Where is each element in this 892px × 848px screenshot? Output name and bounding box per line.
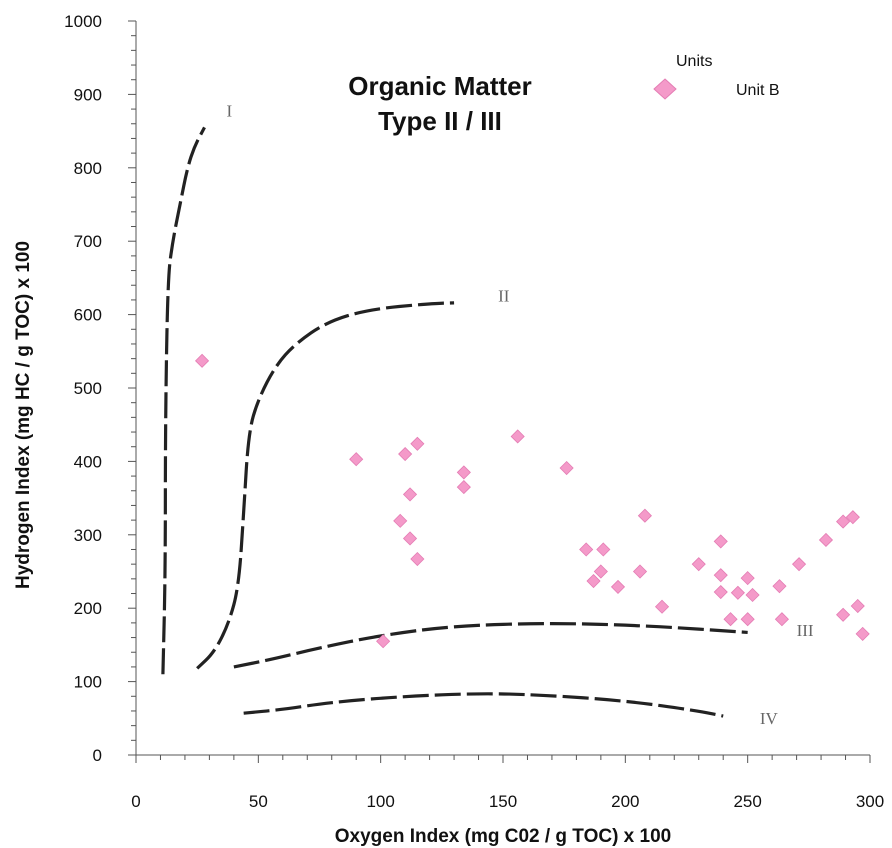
y-tick-label: 400	[74, 452, 102, 471]
data-point	[510, 429, 525, 444]
data-point	[596, 542, 611, 557]
data-point	[194, 353, 210, 368]
y-tick-label: 900	[74, 85, 102, 104]
y-tick-label: 0	[93, 746, 102, 765]
y-tick-label: 600	[74, 306, 102, 325]
data-point	[836, 514, 851, 529]
chart-title-line-2: Type II / III	[378, 106, 502, 136]
y-tick-label: 700	[74, 232, 102, 251]
data-point	[402, 487, 418, 502]
chart-title-line-1: Organic Matter	[348, 71, 532, 101]
x-tick-label: 200	[611, 792, 639, 811]
data-points	[194, 353, 870, 649]
data-point	[393, 513, 408, 528]
kerogen-curve-iv	[243, 692, 724, 718]
data-point	[610, 579, 626, 594]
data-point	[586, 573, 601, 589]
data-point	[774, 612, 789, 627]
x-tick-label: 300	[856, 792, 884, 811]
data-point	[845, 510, 860, 525]
data-point	[349, 452, 364, 467]
data-point	[713, 584, 728, 600]
data-point	[456, 465, 471, 480]
curve-label-ii: II	[498, 286, 510, 305]
data-point	[559, 460, 574, 476]
y-tick-label: 500	[74, 379, 102, 398]
x-axis-ticks: 0 50 100 150 200 250 300	[131, 755, 884, 811]
data-point	[410, 551, 425, 567]
curve-label-iv: IV	[760, 709, 779, 728]
x-tick-label: 0	[131, 792, 140, 811]
data-point	[745, 587, 760, 603]
curve-label-iii: III	[797, 621, 814, 640]
x-tick-label: 100	[366, 792, 394, 811]
data-point	[791, 557, 807, 572]
y-axis-ticks: 0 100 200 300 400 500 600 700 800 900 1000	[64, 12, 136, 765]
curve-label-i: I	[227, 101, 233, 120]
x-tick-label: 250	[733, 792, 761, 811]
data-point	[713, 568, 728, 583]
data-point	[398, 446, 413, 462]
legend-entry-unit-b: Unit B	[736, 82, 780, 99]
data-point	[730, 585, 745, 600]
data-point	[850, 598, 865, 614]
data-point	[632, 564, 648, 579]
x-tick-label: 150	[489, 792, 517, 811]
data-point	[654, 599, 670, 614]
kerogen-curve-i	[161, 126, 206, 675]
data-point	[723, 612, 738, 627]
data-point	[410, 436, 425, 451]
data-point	[456, 480, 471, 495]
y-tick-label: 200	[74, 599, 102, 618]
data-point	[593, 564, 608, 579]
data-point	[691, 557, 706, 572]
y-tick-label: 1000	[64, 12, 102, 31]
y-tick-label: 100	[74, 673, 102, 692]
x-axis-title: Oxygen Index (mg C02 / g TOC) x 100	[335, 826, 671, 847]
legend-marker-diamond	[653, 78, 677, 100]
data-point	[713, 534, 728, 549]
legend-title: Units	[676, 53, 712, 70]
data-point	[579, 542, 594, 557]
legend: Units Unit B	[653, 53, 780, 100]
y-tick-label: 800	[74, 159, 102, 178]
data-point	[637, 508, 652, 523]
x-tick-label: 50	[249, 792, 268, 811]
data-point	[402, 531, 418, 546]
data-point	[772, 579, 787, 594]
kerogen-reference-curves	[161, 126, 748, 718]
y-axis-title: Hydrogen Index (mg HC / g TOC) x 100	[13, 241, 34, 589]
y-tick-label: 300	[74, 526, 102, 545]
data-point	[740, 571, 755, 586]
data-point	[818, 532, 834, 548]
data-point	[836, 607, 851, 622]
kerogen-curve-ii	[196, 301, 455, 670]
data-point	[855, 626, 870, 641]
kerogen-curve-iii	[233, 622, 748, 669]
data-point	[740, 612, 755, 627]
data-point	[376, 634, 391, 649]
